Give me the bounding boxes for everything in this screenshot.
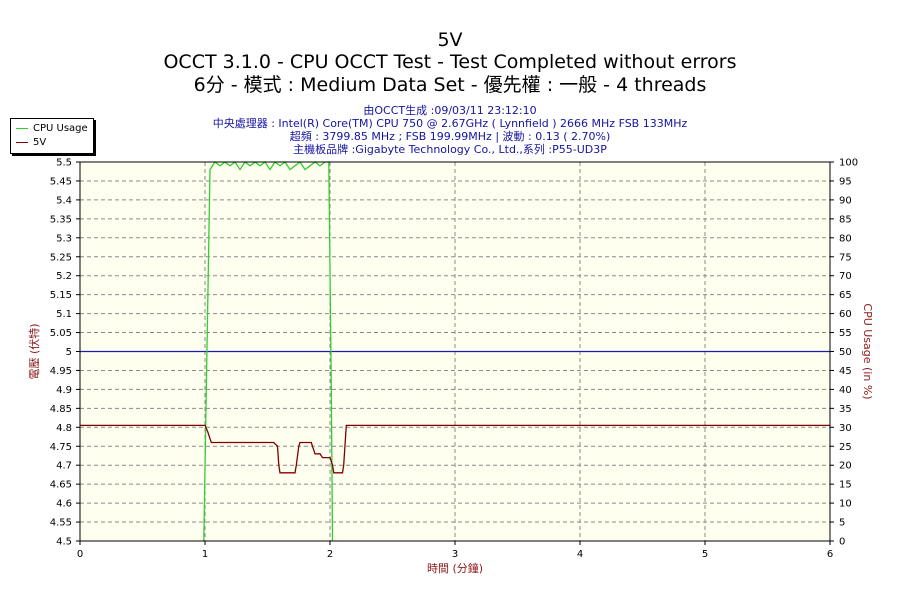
y-tick-label-right: 55 bbox=[839, 328, 852, 339]
x-tick-label: 1 bbox=[202, 549, 208, 560]
y-tick-label-right: 45 bbox=[839, 366, 852, 377]
legend-label-cpu-usage: CPU Usage bbox=[33, 123, 88, 134]
y-tick-label-left: 4.7 bbox=[56, 461, 72, 472]
y-tick-label-right: 25 bbox=[839, 442, 852, 453]
x-tick-label: 2 bbox=[327, 549, 333, 560]
y-tick-label-left: 5.05 bbox=[50, 328, 72, 339]
chart-info-generated: 由OCCT生成 :09/03/11 23:12:10 bbox=[363, 104, 537, 117]
y-tick-label-right: 30 bbox=[839, 423, 852, 434]
legend-swatch-5v bbox=[16, 141, 28, 143]
y-tick-label-left: 5.5 bbox=[56, 158, 72, 169]
y-tick-label-left: 4.75 bbox=[50, 442, 72, 453]
y-tick-label-left: 5.3 bbox=[56, 233, 72, 244]
series-layer bbox=[80, 161, 830, 542]
y-tick-label-right: 90 bbox=[839, 195, 852, 206]
chart-subtitle-test: OCCT 3.1.0 - CPU OCCT Test - Test Comple… bbox=[163, 51, 737, 73]
chart-title: 5V bbox=[437, 29, 463, 51]
y-tick-label-right: 75 bbox=[839, 252, 852, 263]
series-cpu-usage-line bbox=[203, 161, 334, 542]
y-tick-label-right: 15 bbox=[839, 480, 852, 491]
legend-item-5v: 5V bbox=[16, 137, 46, 149]
x-tick-label: 6 bbox=[827, 549, 833, 560]
y-tick-label-right: 80 bbox=[839, 233, 852, 244]
chart-info-cpu: 中央處理器 : Intel(R) Core(TM) CPU 750 @ 2.67… bbox=[212, 117, 688, 130]
y-tick-label-left: 5.1 bbox=[56, 309, 72, 320]
x-tick-label: 4 bbox=[577, 549, 583, 560]
legend-swatch-cpu-usage bbox=[16, 127, 28, 129]
y-tick-label-left: 5.15 bbox=[50, 290, 72, 301]
legend-item-cpu-usage: CPU Usage bbox=[16, 123, 88, 135]
y-tick-label-left: 4.65 bbox=[50, 480, 72, 491]
y-tick-label-right: 95 bbox=[839, 176, 852, 187]
y-tick-label-right: 10 bbox=[839, 499, 852, 510]
y-tick-label-right: 40 bbox=[839, 385, 852, 396]
y-tick-label-left: 5.25 bbox=[50, 252, 72, 263]
series-5v-line bbox=[80, 424, 830, 474]
chart-subtitle-mode: 6分 - 模式 : Medium Data Set - 優先權 : 一般 - 4… bbox=[193, 74, 707, 96]
chart-info-motherboard: 主機板品牌 :Gigabyte Technology Co., Ltd.,系列 … bbox=[293, 143, 607, 156]
y-tick-label-left: 4.55 bbox=[50, 518, 72, 529]
y-tick-label-left: 4.9 bbox=[56, 385, 72, 396]
plot-frame bbox=[79, 161, 831, 542]
y-tick-label-right: 35 bbox=[839, 404, 852, 415]
y-tick-label-right: 85 bbox=[839, 214, 852, 225]
y-tick-label-right: 65 bbox=[839, 290, 852, 301]
y-tick-label-right: 50 bbox=[839, 347, 852, 358]
y-tick-label-left: 4.95 bbox=[50, 366, 72, 377]
y-tick-label-left: 5 bbox=[66, 347, 72, 358]
x-tick-label: 3 bbox=[452, 549, 458, 560]
legend: CPU Usage 5V bbox=[10, 118, 94, 154]
y-tick-label-right: 70 bbox=[839, 271, 852, 282]
y-axis-label-right: CPU Usage (in %) bbox=[861, 303, 874, 399]
y-tick-label-right: 20 bbox=[839, 461, 852, 472]
y-tick-label-left: 5.45 bbox=[50, 176, 72, 187]
axis-ticks: 0 1 2 3 4 5 64.54.554.64.654.74.754.84.854.94.… bbox=[50, 158, 858, 561]
y-tick-label-left: 4.8 bbox=[56, 423, 72, 434]
x-tick-label: 5 bbox=[702, 549, 708, 560]
y-tick-label-right: 100 bbox=[839, 158, 858, 169]
y-tick-label-left: 5.35 bbox=[50, 214, 72, 225]
y-tick-label-left: 4.6 bbox=[56, 499, 72, 510]
x-axis-label: 時間 (分鐘) bbox=[427, 561, 483, 575]
y-tick-label-left: 5.4 bbox=[56, 195, 72, 206]
legend-label-5v: 5V bbox=[33, 137, 47, 148]
y-tick-label-left: 4.85 bbox=[50, 404, 72, 415]
y-tick-label-right: 5 bbox=[839, 518, 845, 529]
x-tick-label: 0 bbox=[77, 549, 83, 560]
y-tick-label-right: 0 bbox=[839, 537, 845, 548]
y-tick-label-left: 4.5 bbox=[56, 537, 72, 548]
y-axis-label-left: 電壓 (伏特) bbox=[27, 323, 41, 379]
y-tick-label-left: 5.2 bbox=[56, 271, 72, 282]
y-tick-label-right: 60 bbox=[839, 309, 852, 320]
chart-info-overclock: 超頻 : 3799.85 MHz ; FSB 199.99MHz | 波動 : … bbox=[289, 130, 611, 143]
